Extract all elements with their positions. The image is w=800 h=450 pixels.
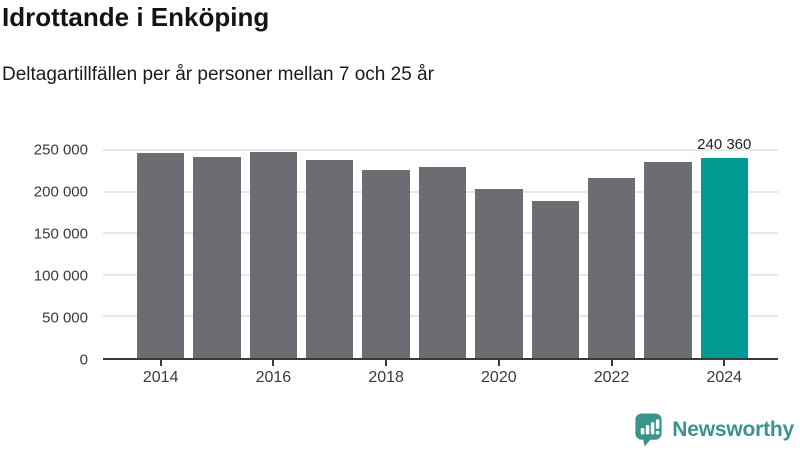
bar-2019 <box>418 167 467 358</box>
bar-2023 <box>644 162 692 358</box>
plot-area: 240 360 <box>103 136 778 360</box>
bar-2015 <box>193 157 241 358</box>
bar-slot-2022 <box>587 150 636 358</box>
bar-slot-2019 <box>418 150 467 358</box>
bar-slot-2014 <box>137 150 185 358</box>
x-cell-2015 <box>193 360 240 387</box>
x-tick-label: 2022 <box>593 369 630 386</box>
x-tick <box>723 360 726 366</box>
chart-subtitle: Deltagartillfällen per år personer mella… <box>2 64 434 85</box>
x-tick-label: 2014 <box>142 369 179 386</box>
x-tick-label: 2018 <box>368 369 404 386</box>
y-tick-label: 0 <box>79 351 88 369</box>
x-tick-label: 2016 <box>255 369 292 386</box>
bar-slot-2018 <box>362 150 410 358</box>
bars: 240 360 <box>103 136 778 358</box>
bar-2022 <box>587 177 636 358</box>
y-tick-label: 150 000 <box>33 225 88 243</box>
bar-slot-2015 <box>193 150 241 358</box>
x-cell-2021 <box>532 360 579 387</box>
y-axis-labels: 0 50 000 100 000 150 000 200 000 250 000 <box>0 142 88 369</box>
x-cell-2020: 2020 <box>475 360 522 387</box>
bar-slot-2016 <box>249 150 298 358</box>
y-tick-label: 100 000 <box>33 267 88 285</box>
x-cell-2024: 2024 <box>701 360 748 387</box>
bar-slot-2021 <box>531 150 579 358</box>
x-cell-2014: 2014 <box>137 360 184 387</box>
x-tick <box>385 360 388 366</box>
x-cell-2019 <box>419 360 466 387</box>
y-tick-label: 250 000 <box>33 141 88 159</box>
x-axis: 2014 2016 2018 2020 2022 2024 <box>103 360 778 387</box>
y-tick-label: 50 000 <box>42 309 88 327</box>
bar-slot-2017 <box>306 150 354 358</box>
x-cell-2018: 2018 <box>362 360 409 387</box>
bar-slot-2020 <box>475 150 523 358</box>
x-tick <box>159 360 162 366</box>
x-tick <box>610 360 613 366</box>
bar-slot-2023 <box>644 150 692 358</box>
x-tick-label: 2020 <box>481 369 517 386</box>
bar-2018 <box>362 169 410 358</box>
gridline <box>103 149 778 151</box>
chart-title: Idrottande i Enköping <box>2 2 270 32</box>
x-tick-label: 2024 <box>706 369 743 386</box>
bar-2020 <box>475 188 523 358</box>
newsworthy-logo[interactable]: Newsworthy <box>632 412 794 447</box>
x-cell-2022: 2022 <box>588 360 635 387</box>
bar-2014 <box>137 152 185 358</box>
x-tick <box>272 360 275 366</box>
bar-slot-2024: 240 360 <box>697 136 751 358</box>
bar-chart-speech-bubble-icon <box>632 412 665 447</box>
x-cell-2023 <box>644 360 691 387</box>
x-cell-2017 <box>306 360 353 387</box>
x-cell-2016: 2016 <box>250 360 297 387</box>
newsworthy-wordmark: Newsworthy <box>672 417 794 441</box>
highlight-value-label: 240 360 <box>697 136 752 154</box>
bar-2021 <box>531 201 579 358</box>
bar-2017 <box>306 159 354 358</box>
bar-2024 <box>700 158 748 358</box>
x-tick <box>497 360 500 366</box>
y-tick-label: 200 000 <box>33 183 88 201</box>
bar-2016 <box>249 151 298 358</box>
